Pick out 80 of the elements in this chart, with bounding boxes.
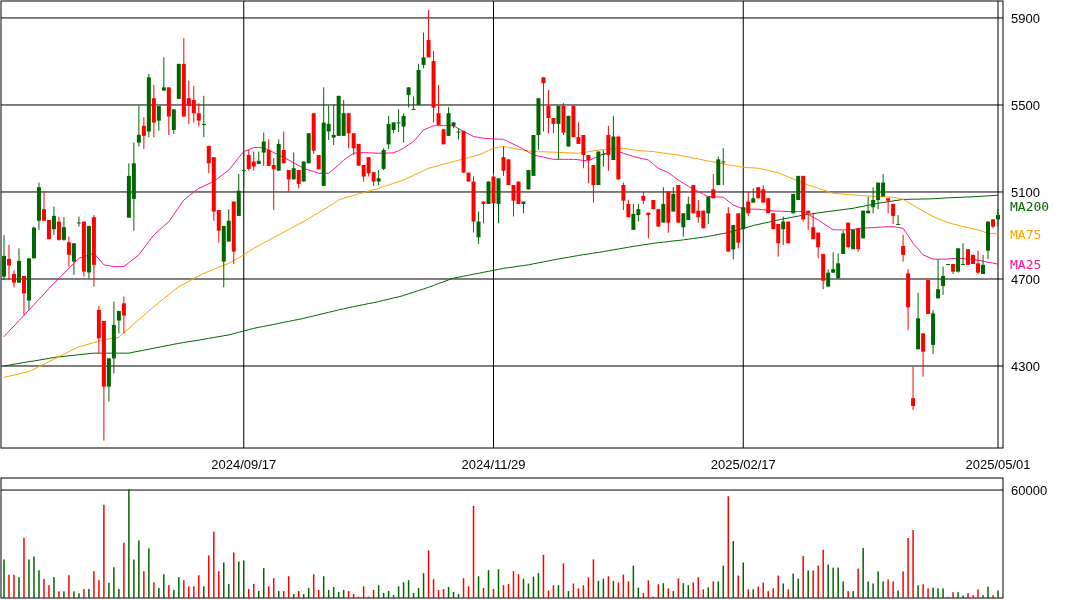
candlestick: [476, 211, 481, 245]
candlestick: [251, 151, 256, 172]
candlestick: [401, 112, 406, 144]
y-tick-label: 5500: [1011, 97, 1040, 113]
candlestick: [2, 234, 6, 281]
x-tick-label: 2025/02/17: [710, 457, 776, 473]
candlestick: [631, 203, 636, 231]
candlestick: [141, 116, 146, 150]
candlestick: [781, 216, 786, 246]
candlestick: [421, 32, 426, 69]
candlestick: [621, 182, 626, 211]
candlestick: [606, 125, 611, 172]
candlestick: [921, 332, 926, 378]
candlestick: [71, 242, 76, 276]
candlestick: [261, 132, 266, 167]
candlestick: [901, 234, 906, 263]
candlestick: [896, 214, 901, 226]
candlestick: [281, 131, 286, 164]
candlestick: [886, 197, 891, 214]
candlestick: [161, 56, 166, 92]
candlestick: [996, 208, 1000, 228]
candlestick: [586, 154, 591, 184]
candlestick: [831, 251, 836, 274]
x-tick-label: 2025/05/01: [965, 457, 1031, 473]
candlestick: [121, 296, 126, 334]
y-tick-label: 5100: [1011, 184, 1040, 200]
candlestick: [711, 173, 716, 199]
candlestick: [241, 151, 246, 189]
series-label: MA200: [1010, 198, 1050, 214]
y-tick-label: 60000: [1011, 482, 1048, 498]
candlestick: [936, 258, 941, 299]
candlestick: [21, 275, 26, 316]
candlestick: [456, 127, 461, 140]
candlestick: [941, 266, 946, 296]
candlestick: [286, 169, 291, 193]
candlestick: [291, 152, 296, 180]
candlestick: [406, 86, 411, 108]
x-tick-label: 2024/11/29: [461, 457, 526, 473]
candlestick: [556, 105, 561, 160]
series-label: MA25: [1010, 256, 1042, 272]
candlestick: [136, 105, 141, 148]
candlestick: [981, 254, 986, 275]
candlestick: [56, 216, 61, 242]
candlestick: [171, 108, 176, 135]
candlestick: [6, 244, 11, 281]
candlestick: [66, 236, 71, 268]
candlestick: [381, 147, 386, 171]
y-tick-label: 4700: [1011, 271, 1040, 287]
candlestick: [346, 112, 351, 149]
y-tick-label: 4300: [1011, 358, 1040, 374]
candlestick: [61, 216, 66, 242]
candlestick: [156, 105, 161, 132]
candlestick: [541, 76, 546, 133]
candlestick: [16, 247, 21, 284]
candlestick: [546, 89, 551, 134]
candlestick: [201, 95, 206, 138]
candlestick: [426, 9, 431, 58]
candlestick: [911, 366, 916, 411]
candlestick: [51, 206, 56, 236]
series-label: MA75: [1010, 226, 1042, 242]
candlestick: [611, 115, 616, 161]
candlestick: [591, 164, 596, 204]
candlestick: [196, 102, 201, 128]
y-tick-label: 5900: [1011, 10, 1040, 26]
candlestick: [436, 84, 441, 126]
candlestick: [956, 247, 961, 274]
candlestick: [191, 85, 196, 124]
candlestick: [661, 186, 666, 224]
candlestick: [76, 216, 81, 228]
candlestick: [511, 184, 516, 218]
x-tick-label: 2024/09/17: [211, 457, 277, 473]
candlestick: [411, 95, 416, 110]
candlestick: [341, 99, 346, 137]
candlestick: [856, 227, 861, 253]
candlestick: [671, 186, 676, 213]
line-series: [3, 194, 999, 367]
candlestick: [296, 169, 301, 189]
candlestick: [841, 230, 846, 255]
candlestick: [706, 196, 711, 225]
candlestick: [746, 191, 751, 217]
